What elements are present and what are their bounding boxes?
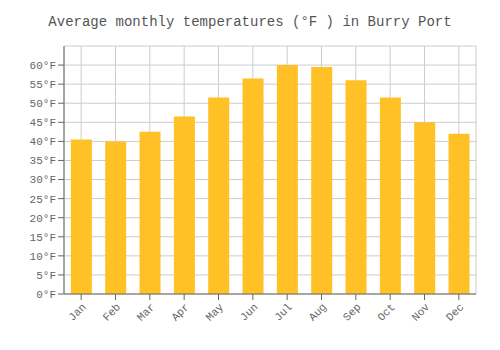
svg-text:Oct: Oct (375, 301, 397, 323)
svg-text:10°F: 10°F (30, 251, 56, 263)
svg-text:Aug: Aug (307, 301, 329, 323)
svg-text:60°F: 60°F (30, 60, 56, 72)
svg-text:25°F: 25°F (30, 194, 56, 206)
svg-text:30°F: 30°F (30, 174, 56, 186)
svg-text:Jun: Jun (238, 301, 260, 323)
svg-text:Jan: Jan (66, 301, 88, 323)
svg-text:45°F: 45°F (30, 117, 56, 129)
svg-text:Jul: Jul (272, 301, 294, 323)
svg-text:5°F: 5°F (36, 270, 56, 282)
svg-text:55°F: 55°F (30, 79, 56, 91)
svg-text:Feb: Feb (101, 301, 123, 323)
svg-text:Dec: Dec (444, 301, 466, 323)
svg-text:40°F: 40°F (30, 136, 56, 148)
svg-text:Sep: Sep (341, 301, 363, 323)
svg-text:Mar: Mar (135, 301, 157, 323)
svg-text:Apr: Apr (169, 301, 191, 323)
svg-text:35°F: 35°F (30, 155, 56, 167)
svg-text:20°F: 20°F (30, 213, 56, 225)
svg-text:Nov: Nov (410, 301, 433, 324)
svg-text:May: May (204, 301, 227, 324)
svg-text:50°F: 50°F (30, 98, 56, 110)
html-text:Average monthly temperatures (: Average monthly temperatures (°F ) in Bu… (48, 14, 452, 30)
svg-text:0°F: 0°F (36, 289, 56, 301)
svg-text:15°F: 15°F (30, 232, 56, 244)
